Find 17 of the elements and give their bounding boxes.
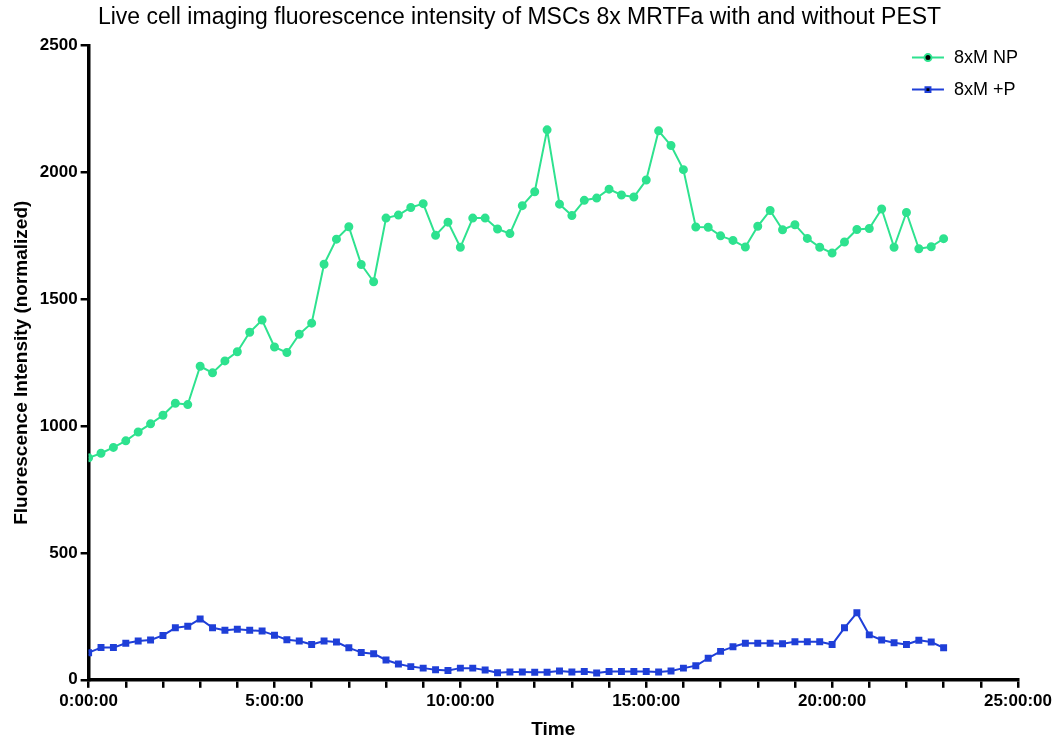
x-tick-label: 15:00:00 <box>612 690 681 710</box>
x-tick-label: 5:00:00 <box>245 690 304 710</box>
x-tick-label: 10:00:00 <box>426 690 495 710</box>
x-tick-label: 25:00:00 <box>983 690 1053 710</box>
y-tick-label: 500 <box>49 542 78 562</box>
x-tick-label: 20:00:00 <box>798 690 867 710</box>
legend-label: 8xM NP <box>953 46 1018 67</box>
y-tick-label: 1500 <box>39 288 78 308</box>
x-tick-label: 0:00:00 <box>59 690 118 710</box>
chart-title: Live cell imaging fluorescence intensity of MSCs 8x MRTFa with and without PEST <box>97 3 942 30</box>
y-tick-label: 0 <box>68 669 78 689</box>
y-axis-title: Fluorescence Intensity (normalized) <box>9 200 31 525</box>
y-tick-label: 2000 <box>39 162 78 182</box>
legend-label: 8xM +P <box>953 78 1016 99</box>
y-tick-label: 2500 <box>39 35 78 55</box>
y-tick-label: 1000 <box>39 415 78 435</box>
x-axis-title: Time <box>531 717 576 739</box>
